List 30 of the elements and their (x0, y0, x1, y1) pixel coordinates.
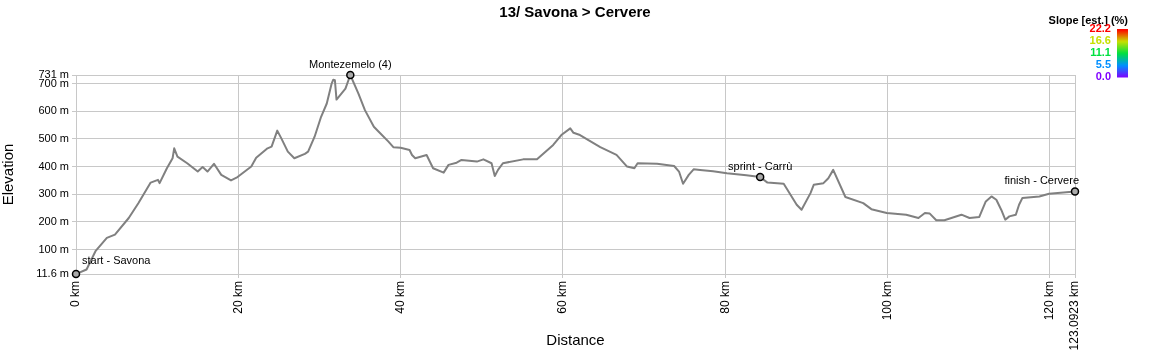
annotation: Montezemelo (4) (309, 57, 392, 70)
point (71, 269, 81, 279)
y-axis-title: Elevation (0, 143, 17, 206)
x-tick-label: 40 km (392, 281, 407, 314)
color-bar-label: 11.1 (1090, 46, 1111, 59)
y-tick-label: 200 m (38, 214, 69, 227)
y-tick-label: 500 m (38, 131, 69, 144)
x-tick-label: 80 km (717, 281, 732, 314)
y-tick-label: 11.6 m (36, 267, 69, 280)
x-tick-label: 0 km (68, 281, 83, 308)
color-bar-label: 0.0 (1095, 70, 1111, 83)
x-tick-label: 20 km (230, 281, 245, 314)
y-tick-label: 600 m (38, 104, 69, 117)
annotation: sprint - Carrù (728, 159, 793, 172)
color-bar-label: 5.5 (1095, 58, 1111, 71)
y-tick-label: 300 m (38, 187, 69, 200)
x-axis-title: Distance (546, 331, 605, 349)
annotation: start - Savona (82, 253, 152, 266)
point (346, 70, 355, 80)
point (1070, 187, 1080, 196)
x-tick-label: 60 km (555, 281, 570, 314)
x-tick-label: 100 km (879, 281, 894, 321)
point (755, 172, 765, 182)
y-tick-label: 400 m (38, 159, 69, 172)
chart-title: 13/ Savona > Cervere (499, 3, 651, 21)
y-tick-label: 100 m (38, 242, 69, 255)
color-bar-label: 16.6 (1089, 34, 1111, 47)
x-tick-label: 123.0923 km (1067, 281, 1082, 350)
annotation: finish - Cervere (1004, 173, 1079, 186)
x-tick-label: 120 km (1042, 281, 1057, 321)
